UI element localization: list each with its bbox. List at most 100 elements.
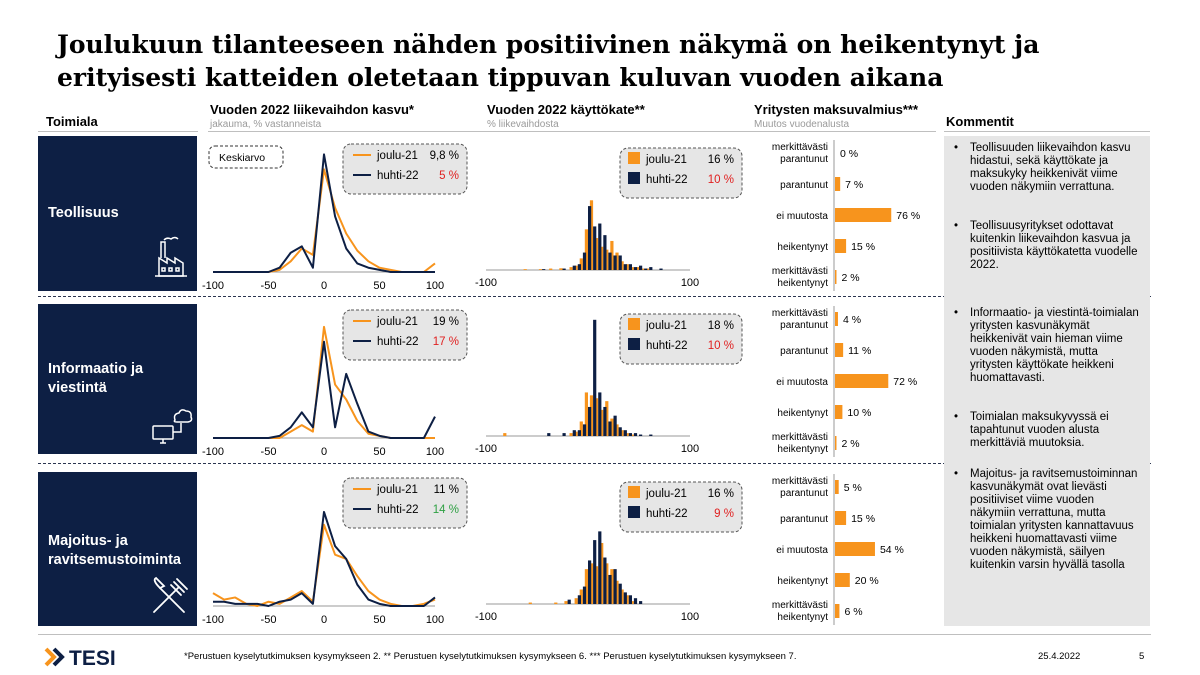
legend-label: huhti-22 [646,174,688,186]
x-tick-label: 100 [426,446,444,458]
bar [613,415,617,436]
bar [620,261,624,270]
series-line [212,523,436,607]
legend-mean-value: 5 % [439,170,459,182]
logo-text: TESI [69,647,116,669]
bar [603,557,607,604]
ebit-chart-majoitus: -100 100 joulu-21 16 % huhti-22 9 % [475,481,743,623]
bar [623,264,627,270]
legend-mean-value: 10 % [708,340,734,352]
data-label: 15 % [851,513,875,525]
logo-chevron-icon [44,647,65,667]
legend-label: huhti-22 [646,508,688,520]
x-tick-label: 0 [321,446,327,458]
x-tick-label: 100 [426,280,444,292]
bar [593,540,597,604]
legend-label: huhti-22 [646,340,688,352]
bar [835,573,850,587]
sector-box-informaatio: Informaatio ja viestintä [38,304,197,454]
footer-divider [38,634,1151,635]
bar [649,434,653,436]
x-tick-label: 50 [373,614,385,626]
x-tick-label: 100 [681,277,699,289]
x-tick-label: -50 [261,280,277,292]
bar [835,208,892,222]
category-label: merkittävästi [772,432,828,443]
bar [615,424,619,436]
title-line-1: Joulukuun tilanteeseen nähden positiivin… [57,30,1040,59]
header-underline [944,131,1150,132]
bar [589,395,594,436]
category-label: parantunut [780,488,828,499]
bar [603,235,607,270]
legend-mean-value: 9,8 % [430,150,459,162]
legend-box [342,309,468,361]
data-label: 2 % [841,272,859,284]
sector-box-teollisuus: Teollisuus [38,136,197,291]
bar [635,267,639,270]
bar [620,430,624,436]
series-line [213,340,436,439]
legend-box [342,143,468,195]
bar [589,200,594,270]
bar [835,405,843,419]
header-revenue: Vuoden 2022 liikevaihdon kasvu* [210,102,414,117]
bar [605,563,609,604]
bar [639,265,643,270]
bar [628,595,632,604]
bar [577,264,581,270]
bar [595,238,599,270]
category-label: ei muutosta [776,545,828,556]
category-label: heikentynyt [777,576,828,587]
data-label: 5 % [844,482,862,494]
category-label: ei muutosta [776,211,828,222]
bar [605,401,609,436]
bar [579,589,583,604]
category-label: heikentynyt [777,278,828,289]
bar [574,265,578,270]
x-tick-label: 0 [321,614,327,626]
fork-knife-icon [153,576,188,613]
header-liquidity: Yritysten maksuvalmius*** [754,102,919,117]
ebit-chart-informaatio: -100 100 joulu-21 18 % huhti-22 10 % [475,313,743,455]
legend-mean-value: 9 % [714,508,734,520]
factory-icon [155,236,187,277]
legend-mean-value: 11 % [434,484,459,496]
bar [584,229,588,270]
bar [610,418,614,436]
bar [835,343,844,357]
keskiarvo-box [208,145,284,169]
bar [625,433,629,436]
bar [605,249,609,270]
bar [582,252,587,270]
sector-label: Informaatio ja viestintä [48,361,144,396]
legend-label: huhti-22 [377,336,419,348]
comment-item: Teollisuuden liikevaihdon kasvu hidastui… [954,142,1140,194]
bar [577,430,581,436]
bar [835,239,847,253]
bar [598,392,602,436]
bar [562,433,566,436]
x-tick-label: -50 [261,446,277,458]
bar [618,255,622,270]
legend-mean-value: 19 % [433,316,459,328]
bar [628,264,632,270]
category-label: heikentynyt [777,242,828,253]
bar [574,431,578,436]
bar [579,258,583,270]
bar [620,589,624,604]
series-line [213,510,436,607]
keskiarvo-label: Keskiarvo [219,152,265,164]
revenue-chart-majoitus: -100 -50 0 50 100 joulu-21 11 % huhti-22 14 % [202,477,468,626]
legend-label: joulu-21 [645,320,687,332]
sector-label: Majoitus- ja ravitsemustoiminta [48,533,181,568]
bar [835,542,875,556]
bar [835,177,841,191]
bar [610,569,614,604]
category-label: merkittävästi [772,476,828,487]
bar [835,604,840,618]
subheader-ebit: % liikevaihdosta [487,119,559,130]
bar [628,433,632,436]
category-label: merkittävästi [772,266,828,277]
comment-item: Informaatio- ja viestintä-toimialan yrit… [954,307,1140,385]
